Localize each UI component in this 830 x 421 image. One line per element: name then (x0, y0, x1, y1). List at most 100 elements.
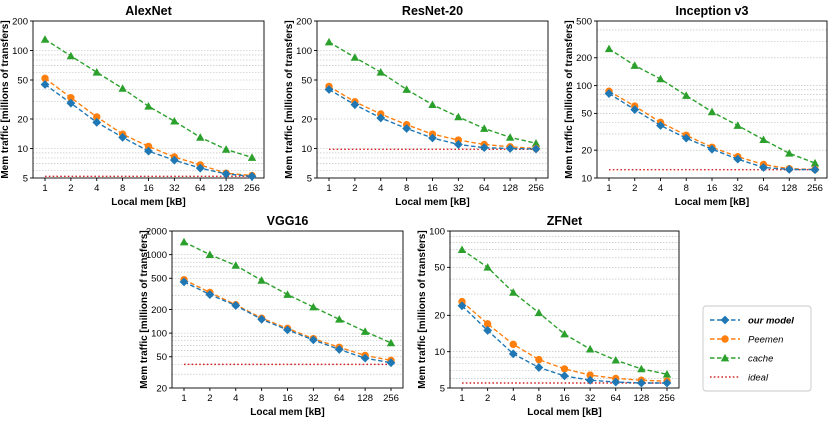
x-tick-label: 256 (528, 183, 544, 194)
y-tick-label: 50 (434, 263, 445, 274)
y-tick-label: 500 (151, 274, 167, 285)
data-point-peemen (454, 136, 463, 144)
data-point-cache (283, 290, 292, 298)
legend-label-cache: cache (748, 353, 773, 364)
data-point-cache (144, 102, 153, 110)
x-tick-label: 4 (511, 393, 516, 404)
chart-title: AlexNet (125, 4, 172, 18)
data-point-cache (179, 237, 189, 246)
data-point-our-model (483, 326, 493, 335)
x-tick-label: 256 (807, 183, 823, 194)
data-point-cache (118, 84, 127, 92)
y-tick-label: 20 (301, 114, 312, 125)
y-tick-label: 10 (17, 144, 28, 155)
x-tick-label: 2 (632, 183, 637, 194)
data-point-cache (376, 68, 385, 76)
x-tick-label: 16 (559, 393, 570, 404)
data-point-cache (360, 327, 370, 335)
y-tick-label: 50 (581, 109, 592, 120)
x-tick-label: 32 (732, 183, 743, 194)
data-point-our-model (508, 349, 518, 359)
x-tick-label: 128 (502, 183, 518, 194)
y-tick-label: 100 (12, 46, 28, 57)
series-line-cache (328, 41, 537, 144)
data-point-cache (309, 302, 318, 311)
series-line-our-model (608, 92, 816, 171)
x-axis-label: Local mem [kB] (111, 197, 185, 208)
data-point-our-model (636, 378, 646, 388)
data-point-cache (682, 91, 691, 99)
data-point-peemen (41, 74, 49, 83)
data-point-cache (733, 121, 742, 129)
y-tick-label: 20 (434, 311, 445, 322)
data-point-peemen (144, 142, 153, 151)
plot-frame (316, 20, 549, 179)
data-point-peemen (67, 93, 75, 102)
x-tick-label: 256 (244, 183, 260, 194)
x-tick-label: 1 (606, 183, 611, 194)
x-tick-label: 8 (404, 183, 409, 194)
x-tick-label: 1 (42, 183, 47, 194)
x-axis-label: Local mem [kB] (395, 197, 469, 208)
data-point-our-model (283, 325, 292, 335)
data-point-our-model (585, 375, 595, 385)
data-point-our-model (810, 165, 820, 175)
y-tick-label: 10 (434, 347, 445, 358)
data-point-our-model (195, 163, 205, 173)
series-line-peemen (461, 301, 668, 382)
data-point-our-model (707, 144, 717, 154)
data-point-our-model (334, 345, 344, 354)
series-line-peemen (608, 90, 816, 171)
data-point-our-model (784, 164, 794, 174)
series-line-our-model (44, 83, 253, 178)
y-tick-label: 200 (576, 53, 592, 64)
x-tick-label: 2 (352, 183, 357, 194)
data-point-cache (480, 124, 489, 132)
plot-frame (449, 230, 680, 389)
data-point-our-model (560, 371, 569, 381)
series-line-cache (461, 249, 668, 375)
data-point-our-model (376, 113, 386, 123)
x-tick-label: 2 (207, 393, 212, 404)
chart-alexnet: AlexNet 5 10 20 50 100 200 1 2 4 8 16 32 64 128 256 Loca… (0, 4, 265, 208)
legend-label-peemen: Peemen (748, 334, 783, 345)
x-tick-label: 2 (68, 183, 73, 194)
x-tick-label: 64 (479, 183, 490, 194)
data-point-cache (585, 344, 595, 353)
y-tick-label: 100 (151, 328, 167, 339)
data-point-cache (611, 355, 620, 364)
series-line-cache (44, 38, 253, 159)
x-tick-label: 64 (195, 183, 206, 194)
data-point-cache (534, 308, 544, 317)
legend: our model Peemen cache ideal (702, 305, 812, 392)
x-tick-label: 32 (453, 183, 464, 194)
data-point-cache (428, 100, 437, 109)
chart-title: ZFNet (547, 214, 583, 228)
y-tick-label: 100 (429, 226, 445, 237)
y-tick-label: 2000 (146, 226, 167, 237)
data-point-our-model (92, 117, 102, 127)
x-tick-label: 32 (308, 393, 319, 404)
chart-resnet-20: ResNet-20 5 10 20 50 100 200 1 2 4 8 16 32 64 128 256 Lo… (284, 4, 549, 208)
data-point-cache (335, 315, 344, 323)
data-point-our-model (402, 124, 412, 133)
data-point-cache (483, 263, 492, 271)
data-point-our-model (662, 378, 672, 388)
data-point-cache (40, 35, 50, 43)
data-point-our-model (169, 155, 179, 165)
y-tick-label: 200 (151, 305, 167, 316)
data-point-peemen (509, 340, 517, 349)
data-point-cache (759, 135, 768, 144)
data-point-our-model (630, 105, 640, 114)
data-point-our-model (257, 314, 267, 324)
x-axis-label: Local mem [kB] (675, 197, 749, 208)
data-point-our-model (40, 80, 50, 89)
data-point-our-model (118, 132, 128, 142)
x-tick-label: 64 (334, 393, 345, 404)
y-tick-label: 20 (156, 383, 167, 394)
data-point-cache (656, 74, 665, 83)
data-point-cache (505, 133, 515, 141)
legend-marker-our-model (720, 315, 730, 325)
x-tick-label: 8 (120, 183, 125, 194)
x-tick-label: 128 (633, 393, 649, 404)
